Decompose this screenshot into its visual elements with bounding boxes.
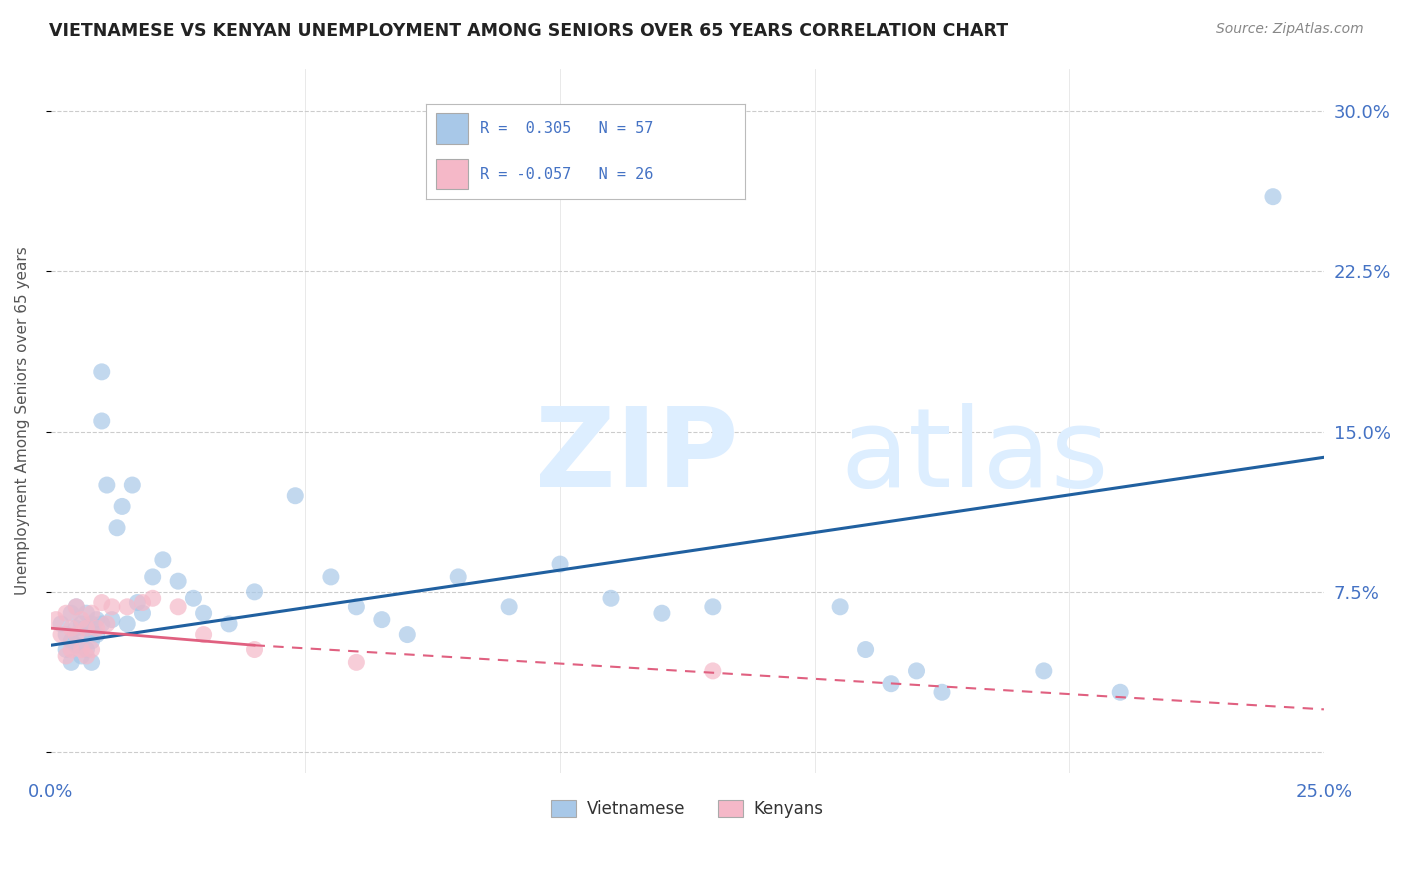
Point bbox=[86, 613, 108, 627]
Point bbox=[142, 591, 165, 606]
Point bbox=[498, 599, 520, 614]
Point bbox=[76, 642, 98, 657]
Point bbox=[55, 627, 77, 641]
Point bbox=[80, 656, 103, 670]
Point bbox=[880, 676, 903, 690]
Point bbox=[183, 591, 205, 606]
Point bbox=[243, 585, 266, 599]
Point bbox=[1261, 189, 1284, 203]
Point bbox=[344, 656, 367, 670]
Point bbox=[86, 627, 108, 641]
Point bbox=[152, 553, 174, 567]
Point bbox=[167, 599, 190, 614]
Point bbox=[49, 627, 72, 641]
Point bbox=[548, 557, 571, 571]
Point bbox=[55, 606, 77, 620]
Point bbox=[600, 591, 623, 606]
Point bbox=[80, 634, 103, 648]
Point bbox=[931, 685, 953, 699]
Point bbox=[218, 616, 240, 631]
Point bbox=[80, 642, 103, 657]
Point bbox=[371, 613, 394, 627]
Point bbox=[70, 616, 93, 631]
Y-axis label: Unemployment Among Seniors over 65 years: Unemployment Among Seniors over 65 years bbox=[15, 246, 30, 595]
Point bbox=[90, 616, 112, 631]
Point bbox=[243, 642, 266, 657]
Point bbox=[76, 621, 98, 635]
Point bbox=[105, 521, 128, 535]
Point bbox=[193, 606, 215, 620]
Point bbox=[80, 616, 103, 631]
Point bbox=[65, 621, 87, 635]
Point bbox=[55, 642, 77, 657]
Point bbox=[1032, 664, 1054, 678]
Point bbox=[60, 656, 83, 670]
Point bbox=[702, 664, 724, 678]
Point bbox=[167, 574, 190, 589]
Point bbox=[101, 599, 124, 614]
Point bbox=[76, 621, 98, 635]
Point bbox=[193, 627, 215, 641]
Point bbox=[86, 621, 108, 635]
Point bbox=[396, 627, 419, 641]
Point bbox=[115, 599, 138, 614]
Text: atlas: atlas bbox=[841, 402, 1109, 509]
Point bbox=[131, 595, 153, 609]
Point bbox=[111, 500, 134, 514]
Point bbox=[70, 648, 93, 663]
Point bbox=[60, 621, 83, 635]
Point bbox=[49, 616, 72, 631]
Text: Source: ZipAtlas.com: Source: ZipAtlas.com bbox=[1216, 22, 1364, 37]
Point bbox=[905, 664, 928, 678]
Point bbox=[70, 613, 93, 627]
Text: ZIP: ZIP bbox=[534, 402, 738, 509]
Point bbox=[284, 489, 307, 503]
Point bbox=[70, 642, 93, 657]
Point bbox=[55, 648, 77, 663]
Point bbox=[319, 570, 342, 584]
Point bbox=[651, 606, 673, 620]
Point bbox=[65, 599, 87, 614]
Point bbox=[60, 642, 83, 657]
Point bbox=[131, 606, 153, 620]
Point bbox=[115, 616, 138, 631]
Point bbox=[96, 616, 118, 631]
Point bbox=[65, 599, 87, 614]
Point bbox=[96, 478, 118, 492]
Point bbox=[76, 606, 98, 620]
Point bbox=[65, 638, 87, 652]
Point bbox=[830, 599, 852, 614]
Point bbox=[60, 634, 83, 648]
Point bbox=[65, 627, 87, 641]
Point bbox=[702, 599, 724, 614]
Point bbox=[90, 595, 112, 609]
Point bbox=[344, 599, 367, 614]
Point bbox=[45, 613, 67, 627]
Legend: Vietnamese, Kenyans: Vietnamese, Kenyans bbox=[544, 794, 830, 825]
Point bbox=[142, 570, 165, 584]
Point bbox=[855, 642, 877, 657]
Point bbox=[127, 595, 149, 609]
Point bbox=[80, 606, 103, 620]
Point bbox=[90, 414, 112, 428]
Point bbox=[121, 478, 143, 492]
Text: VIETNAMESE VS KENYAN UNEMPLOYMENT AMONG SENIORS OVER 65 YEARS CORRELATION CHART: VIETNAMESE VS KENYAN UNEMPLOYMENT AMONG … bbox=[49, 22, 1008, 40]
Point bbox=[447, 570, 470, 584]
Point bbox=[60, 606, 83, 620]
Point bbox=[101, 613, 124, 627]
Point bbox=[90, 365, 112, 379]
Point bbox=[76, 648, 98, 663]
Point bbox=[70, 627, 93, 641]
Point bbox=[1109, 685, 1132, 699]
